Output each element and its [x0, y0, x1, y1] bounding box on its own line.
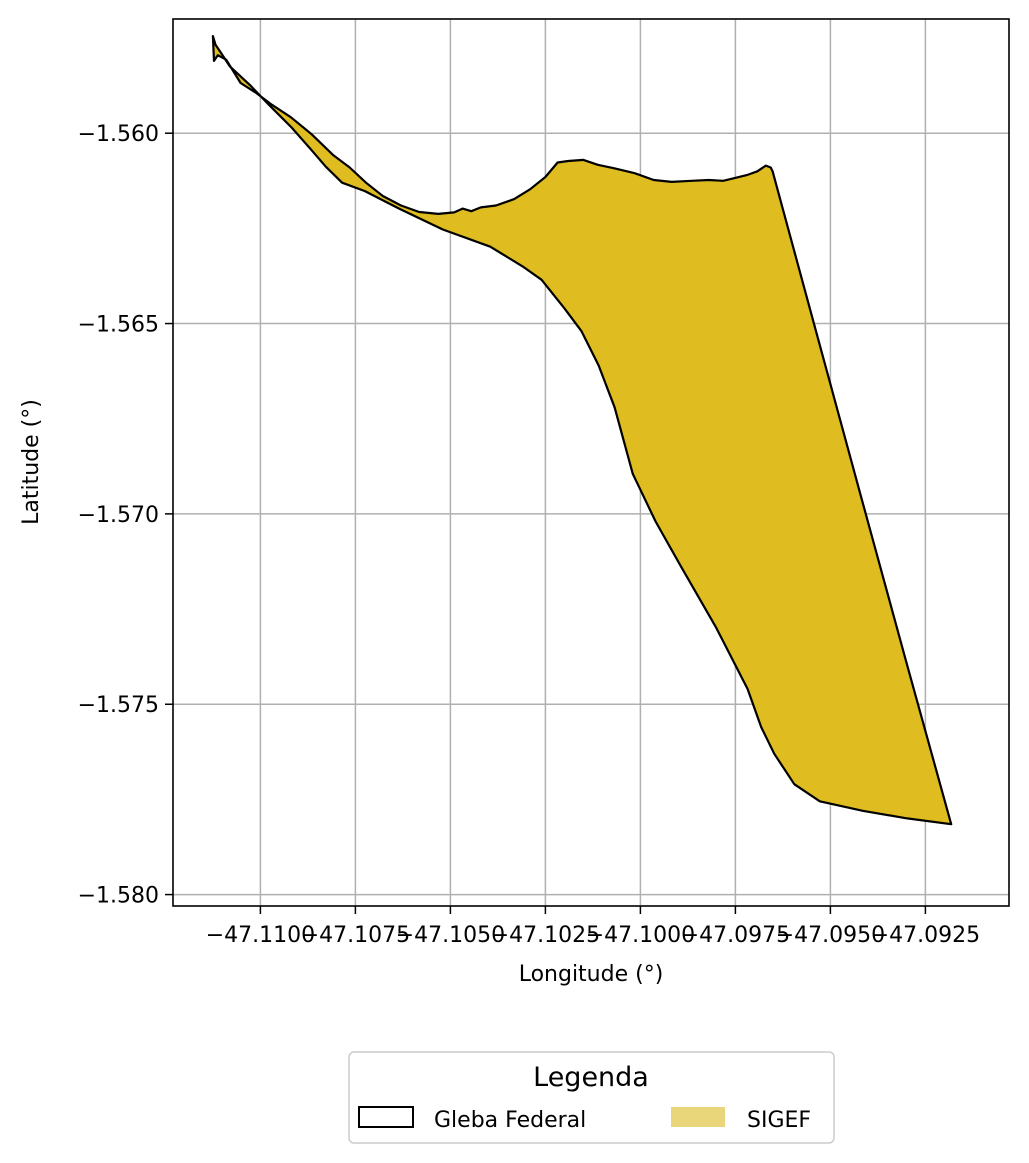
x-tick-label: −47.1050 [396, 923, 505, 948]
legend-swatch-sigef [671, 1107, 725, 1127]
x-tick-label: −47.1100 [206, 923, 315, 948]
x-tick-label: −47.0925 [871, 923, 980, 948]
x-tick-label: −47.1025 [491, 923, 600, 948]
legend-label-gleba-federal: Gleba Federal [434, 1108, 586, 1133]
x-tick-label: −47.1075 [301, 923, 410, 948]
gleba-federal-outline [211, 34, 953, 826]
legend-swatch-gleba-federal [358, 1106, 414, 1128]
plot-frame [172, 18, 1010, 907]
legend: Legenda Gleba Federal SIGEF [348, 1051, 835, 1144]
data-layer [211, 34, 953, 826]
x-axis-label: Longitude (°) [519, 962, 664, 987]
ticks: −47.1100−47.1075−47.1050−47.1025−47.1000… [78, 122, 981, 948]
y-axis-label: Latitude (°) [19, 399, 44, 525]
legend-label-sigef: SIGEF [747, 1108, 811, 1133]
legend-title: Legenda [533, 1062, 649, 1093]
y-tick-label: −1.570 [78, 503, 159, 528]
y-tick-label: −1.575 [78, 693, 159, 718]
y-tick-label: −1.580 [78, 884, 159, 909]
y-tick-label: −1.565 [78, 313, 159, 338]
x-tick-label: −47.1000 [586, 923, 695, 948]
x-tick-label: −47.0975 [681, 923, 790, 948]
x-tick-label: −47.0950 [776, 923, 885, 948]
y-tick-label: −1.560 [78, 122, 159, 147]
sigef-area [212, 36, 952, 825]
